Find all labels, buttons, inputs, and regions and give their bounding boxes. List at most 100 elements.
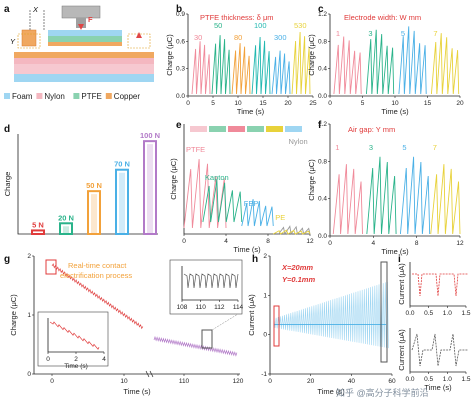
i-top-xtick-label: 0.5 (424, 310, 433, 317)
c-series-label-7: 7 (433, 29, 437, 38)
d-bar-label: 20 N (58, 213, 74, 222)
h-annotation-x: X=20mm (281, 263, 313, 272)
e-series-PTFE (183, 159, 227, 229)
c-xtick-label: 20 (456, 100, 464, 107)
g-inset1-xlabel: Time (s) (64, 363, 88, 370)
c-series-1 (333, 36, 362, 95)
y-dim-label: Y (10, 37, 16, 46)
b-series-label-300: 300 (274, 33, 287, 42)
b-ytick-label: 0.9 (176, 11, 185, 18)
b-series-label-80: 80 (234, 33, 242, 42)
f-xtick-label: 8 (415, 240, 419, 247)
press-rod (76, 18, 86, 28)
g-trace-late (153, 335, 238, 357)
b-xtick-label: 15 (259, 100, 267, 107)
d-bar (31, 229, 45, 236)
panel-e: e 0 4 8 12 Time (s) Charge (μC) PTFE Kapton FEP Ny… (169, 120, 314, 254)
g-xlabel: Time (s) (123, 387, 151, 396)
e-strip-block (266, 126, 283, 132)
i-top-axes (409, 262, 466, 307)
base-copper (14, 52, 154, 58)
panel-label-h: h (252, 254, 258, 265)
b-ylabel: Charge (μC) (165, 34, 174, 76)
g-zoom-box-2 (201, 329, 213, 349)
g-xtick-label: 0 (50, 378, 54, 385)
g-xtick-label: 120 (233, 378, 244, 385)
e-strip-block (209, 126, 226, 132)
d-bar-fill (63, 226, 69, 234)
g-inset1-xtick-label: 4 (102, 356, 106, 363)
c-series-3 (365, 29, 395, 95)
base-nylon2 (14, 64, 154, 74)
x-dim-label: X (32, 5, 39, 14)
b-ytick-label: 0.0 (176, 93, 185, 100)
i-top-xtick-label: 1.0 (443, 310, 452, 317)
h-xtick-label: 20 (307, 378, 315, 385)
f-series-label-7: 7 (433, 143, 437, 152)
d-bar-fill (119, 172, 125, 234)
e-strip-block (285, 126, 302, 132)
b-xtick-label: 10 (234, 100, 242, 107)
c-xlabel: Time (s) (381, 107, 409, 116)
g-trace-early (51, 263, 144, 330)
f-xtick-label: 0 (328, 240, 332, 247)
f-title: Air gap: Y mm (348, 125, 395, 134)
g-inset2-trace (183, 273, 239, 289)
material-legend: Foam Nylon PTFE Copper (4, 92, 140, 101)
e-series-label-Nylon: Nylon (289, 137, 308, 146)
d-axes (17, 134, 158, 235)
h-annotation-y: Y=0.1mm (282, 275, 315, 284)
h-ylabel: Current (μA) (247, 294, 256, 336)
b-series-label-30: 30 (194, 33, 202, 42)
panel-label-e: e (176, 120, 182, 131)
f-ytick-label: 1.2 (318, 121, 327, 128)
press-head (61, 5, 101, 19)
force-arrow-icon (78, 24, 84, 30)
upper-copper (48, 42, 122, 46)
i-bot-ylabel: Current (μA) (397, 329, 406, 371)
e-ylabel: Charge (μC) (169, 158, 178, 200)
g-zoom-connector (211, 313, 239, 331)
c-ytick-label: 0.8 (318, 38, 327, 45)
e-series-label-PTFE: PTFE (186, 145, 205, 154)
b-title: PTFE thickness: δ μm (200, 13, 274, 22)
d-bar-fill (147, 144, 153, 234)
g-xtick-label: 10 (120, 378, 128, 385)
panel-label-i: i (398, 254, 401, 265)
f-series-label-5: 5 (402, 143, 406, 152)
c-xtick-label: 15 (424, 100, 432, 107)
g-axis-break-icon (145, 370, 154, 378)
c-xtick-label: 10 (391, 100, 399, 107)
panel-label-c: c (318, 4, 324, 15)
e-series-Kapton (202, 179, 243, 223)
i-top-trace (412, 273, 468, 297)
b-series-label-100: 100 (254, 21, 267, 30)
h-ytick-label: 1 (263, 292, 267, 299)
panel-b: b 0 5 10 15 20 25 0.0 0.3 0.6 0.9 Time (s) Charge (μ… (165, 4, 317, 116)
d-bar-label: 70 N (114, 160, 130, 169)
d-ylabel: Charge (3, 172, 12, 197)
d-bar-label: 100 N (140, 131, 160, 140)
h-ytick-label: -1 (261, 371, 267, 378)
g-ylabel: Charge (μC) (9, 294, 18, 336)
panel-label-a: a (4, 4, 10, 15)
f-ylabel: Charge (μC) (307, 159, 316, 201)
c-ytick-label: 0.4 (318, 66, 327, 73)
c-xtick-label: 0 (328, 100, 332, 107)
g-annotation-line2: electrification process (60, 271, 132, 280)
c-ytick-label: 1.2 (318, 11, 327, 18)
c-ytick-label: 0.0 (318, 93, 327, 100)
b-xtick-label: 5 (211, 100, 215, 107)
panel-g: g 0 1 2 Charge (μC) Time (s) 0 10 110 120 Real-tim… (4, 253, 244, 396)
i-bot-xtick-label: 1.5 (461, 376, 470, 383)
f-ytick-label: 0.0 (318, 233, 327, 240)
legend-swatch-ptfe (73, 93, 80, 99)
i-top-xtick-label: 1.5 (461, 310, 470, 317)
panel-label-g: g (4, 254, 10, 265)
g-inset2-xtick-label: 108 (177, 304, 188, 311)
legend-label-copper: Copper (114, 92, 141, 101)
panel-a: a F X Y Foam Nylon PTFE Copper (4, 4, 154, 101)
f-series-label-1: 1 (335, 143, 339, 152)
